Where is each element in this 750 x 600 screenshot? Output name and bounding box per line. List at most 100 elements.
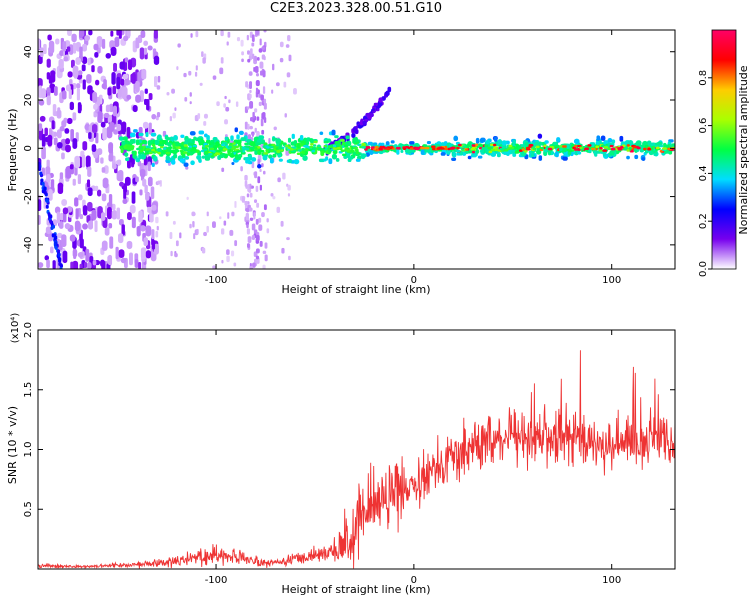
heatmap-cell [320, 150, 325, 156]
heatmap-cell [171, 159, 176, 165]
heatmap-cell [390, 140, 395, 144]
heatmap-cell [79, 30, 85, 38]
heatmap-cell [328, 148, 332, 154]
heatmap-cell [577, 151, 582, 155]
heatmap-cell [195, 65, 198, 71]
heatmap-cell [167, 141, 172, 147]
heatmap-cell [108, 153, 114, 162]
heatmap-cell [288, 54, 292, 62]
heatmap-cell [497, 139, 502, 145]
heatmap-cell [354, 148, 359, 152]
heatmap-cell [135, 157, 141, 163]
heatmap-cell [126, 240, 133, 250]
heatmap-cell [81, 64, 86, 72]
heatmap-cell [121, 121, 127, 135]
heatmap-cell [198, 130, 205, 135]
heatmap-cell [172, 220, 176, 225]
heatmap-cell [97, 110, 103, 123]
heatmap-cell [176, 66, 179, 71]
heatmap-cell [110, 46, 117, 56]
heatmap-cell [451, 157, 457, 161]
heatmap-cell [143, 237, 148, 247]
heatmap-cell [187, 147, 192, 150]
y-tick-label: 20 [23, 94, 34, 107]
heatmap-cell [131, 191, 136, 204]
heatmap-cell [41, 146, 46, 160]
heatmap-cell [538, 155, 543, 161]
heatmap-cell [65, 165, 72, 179]
heatmap-cell [260, 70, 263, 76]
heatmap-cell [188, 70, 192, 76]
heatmap-cell [198, 157, 202, 163]
heatmap-cell [210, 141, 215, 145]
heatmap-cell [628, 147, 632, 150]
heatmap-cell [587, 144, 592, 147]
heatmap-cell [278, 146, 283, 150]
heatmap-cell [231, 162, 235, 166]
heatmap-cell [121, 86, 128, 100]
heatmap-cell [240, 137, 247, 142]
heatmap-cell [293, 87, 297, 95]
heatmap-cell [484, 144, 489, 148]
heatmap-cell [652, 145, 656, 149]
heatmap-cell [459, 151, 464, 156]
heatmap-cell [291, 133, 295, 140]
heatmap-cell [313, 140, 318, 144]
heatmap-cell [254, 199, 258, 203]
heatmap-cell [118, 249, 125, 258]
heatmap-cell [278, 158, 283, 162]
heatmap-cell [228, 99, 231, 104]
heatmap-cell [139, 168, 146, 178]
heatmap-cell [257, 146, 261, 149]
heatmap-cell [247, 58, 251, 63]
heatmap-cell [38, 54, 43, 65]
heatmap-cell [268, 137, 271, 144]
heatmap-cell [108, 122, 115, 132]
heatmap-cell [91, 124, 98, 134]
spectrogram-ticks: -100 0 100 -40 -20 0 20 40 [23, 30, 675, 286]
heatmap-cell [148, 93, 153, 101]
heatmap-cell [59, 221, 64, 229]
heatmap-cell [219, 67, 224, 75]
heatmap-cell [150, 132, 157, 137]
heatmap-cell [259, 168, 262, 173]
heatmap-cell [662, 147, 667, 150]
heatmap-cell [118, 218, 124, 226]
heatmap-cell [352, 127, 358, 133]
heatmap-cell [317, 147, 323, 151]
heatmap-cell [141, 139, 147, 145]
heatmap-cell [101, 167, 106, 173]
heatmap-cell [116, 207, 121, 220]
heatmap-cell [285, 44, 290, 48]
heatmap-cell [226, 255, 230, 263]
heatmap-cell [63, 56, 68, 62]
heatmap-cell [610, 147, 616, 151]
heatmap-cell [490, 151, 497, 157]
heatmap-cell [201, 247, 206, 254]
heatmap-cell [543, 144, 547, 148]
heatmap-cell [252, 111, 255, 119]
heatmap-cell [602, 149, 608, 152]
heatmap-cell [317, 144, 321, 148]
heatmap-cell [261, 54, 266, 60]
heatmap-cell [643, 147, 647, 151]
heatmap-cell [91, 65, 95, 73]
heatmap-cell [501, 140, 508, 146]
heatmap-cell [107, 87, 112, 96]
heatmap-cell [190, 33, 193, 38]
snr-x-axis-label: Height of straight line (km) [281, 583, 430, 596]
heatmap-cell [38, 262, 44, 268]
heatmap-cell [116, 76, 121, 90]
heatmap-cell [68, 89, 72, 100]
heatmap-cell [588, 149, 592, 153]
heatmap-cell [609, 149, 615, 156]
heatmap-cell [365, 146, 370, 149]
heatmap-cell [50, 70, 56, 83]
heatmap-cell [212, 265, 216, 269]
heatmap-cell [264, 254, 268, 262]
heatmap-cell [304, 148, 309, 151]
heatmap-cell [101, 260, 106, 269]
heatmap-cell [331, 129, 336, 136]
heatmap-cell [39, 171, 43, 176]
heatmap-cell [333, 144, 337, 148]
